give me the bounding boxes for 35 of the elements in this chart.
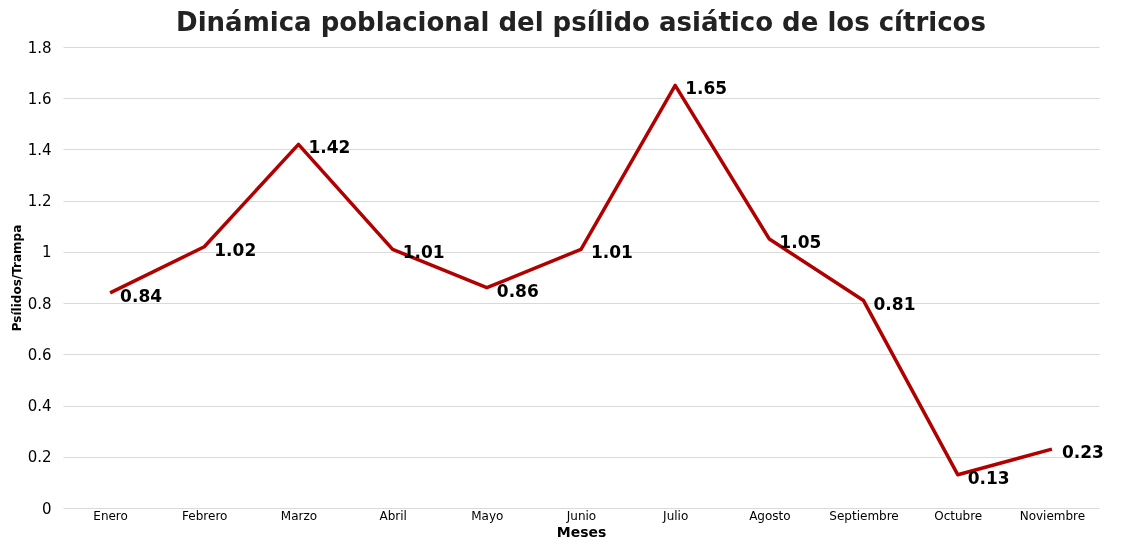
y-axis-title: Psílidos/Trampa: [9, 224, 24, 332]
data-label: 1.01: [591, 242, 633, 263]
data-label: 0.13: [967, 467, 1010, 488]
x-tick-label: Agosto: [749, 508, 791, 523]
data-label: 1.65: [685, 78, 728, 99]
data-label: 1.05: [779, 232, 822, 253]
x-tick-label: Septiembre: [829, 508, 899, 523]
y-tick-label: 1.6: [27, 89, 52, 108]
data-label: 1.42: [308, 137, 351, 158]
x-tick-label: Mayo: [471, 508, 504, 523]
y-tick-label: 0.4: [27, 397, 52, 416]
y-tick-label: 1: [41, 243, 52, 262]
data-label: 1.01: [402, 242, 445, 263]
data-label: 0.23: [1061, 442, 1104, 463]
y-tick-label: 1.8: [27, 38, 52, 57]
x-tick-label: Octubre: [934, 508, 983, 523]
y-tick-label: 1.4: [27, 140, 52, 159]
x-tick-label: Enero: [93, 508, 128, 523]
chart-title: Dinámica poblacional del psílido asiático de los cítricos: [176, 7, 986, 37]
y-tick-label: 1.2: [27, 192, 52, 211]
y-tick-label: 0.6: [27, 345, 52, 364]
y-tick-label: 0.2: [27, 448, 52, 467]
data-label: 1.02: [214, 239, 257, 260]
data-label: 0.86: [496, 280, 539, 301]
x-tick-label: Noviembre: [1019, 508, 1086, 523]
y-tick-label: 0.8: [27, 294, 52, 313]
x-tick-label: Marzo: [280, 508, 318, 523]
x-tick-label: Febrero: [182, 508, 228, 523]
x-axis-title: Meses: [556, 523, 607, 540]
y-tick-label: 0: [41, 499, 52, 518]
data-label: 0.84: [120, 285, 163, 306]
x-tick-label: Julio: [662, 508, 689, 523]
x-tick-label: Abril: [379, 508, 407, 523]
data-label: 0.81: [873, 293, 916, 314]
x-tick-label: Junio: [565, 508, 597, 523]
